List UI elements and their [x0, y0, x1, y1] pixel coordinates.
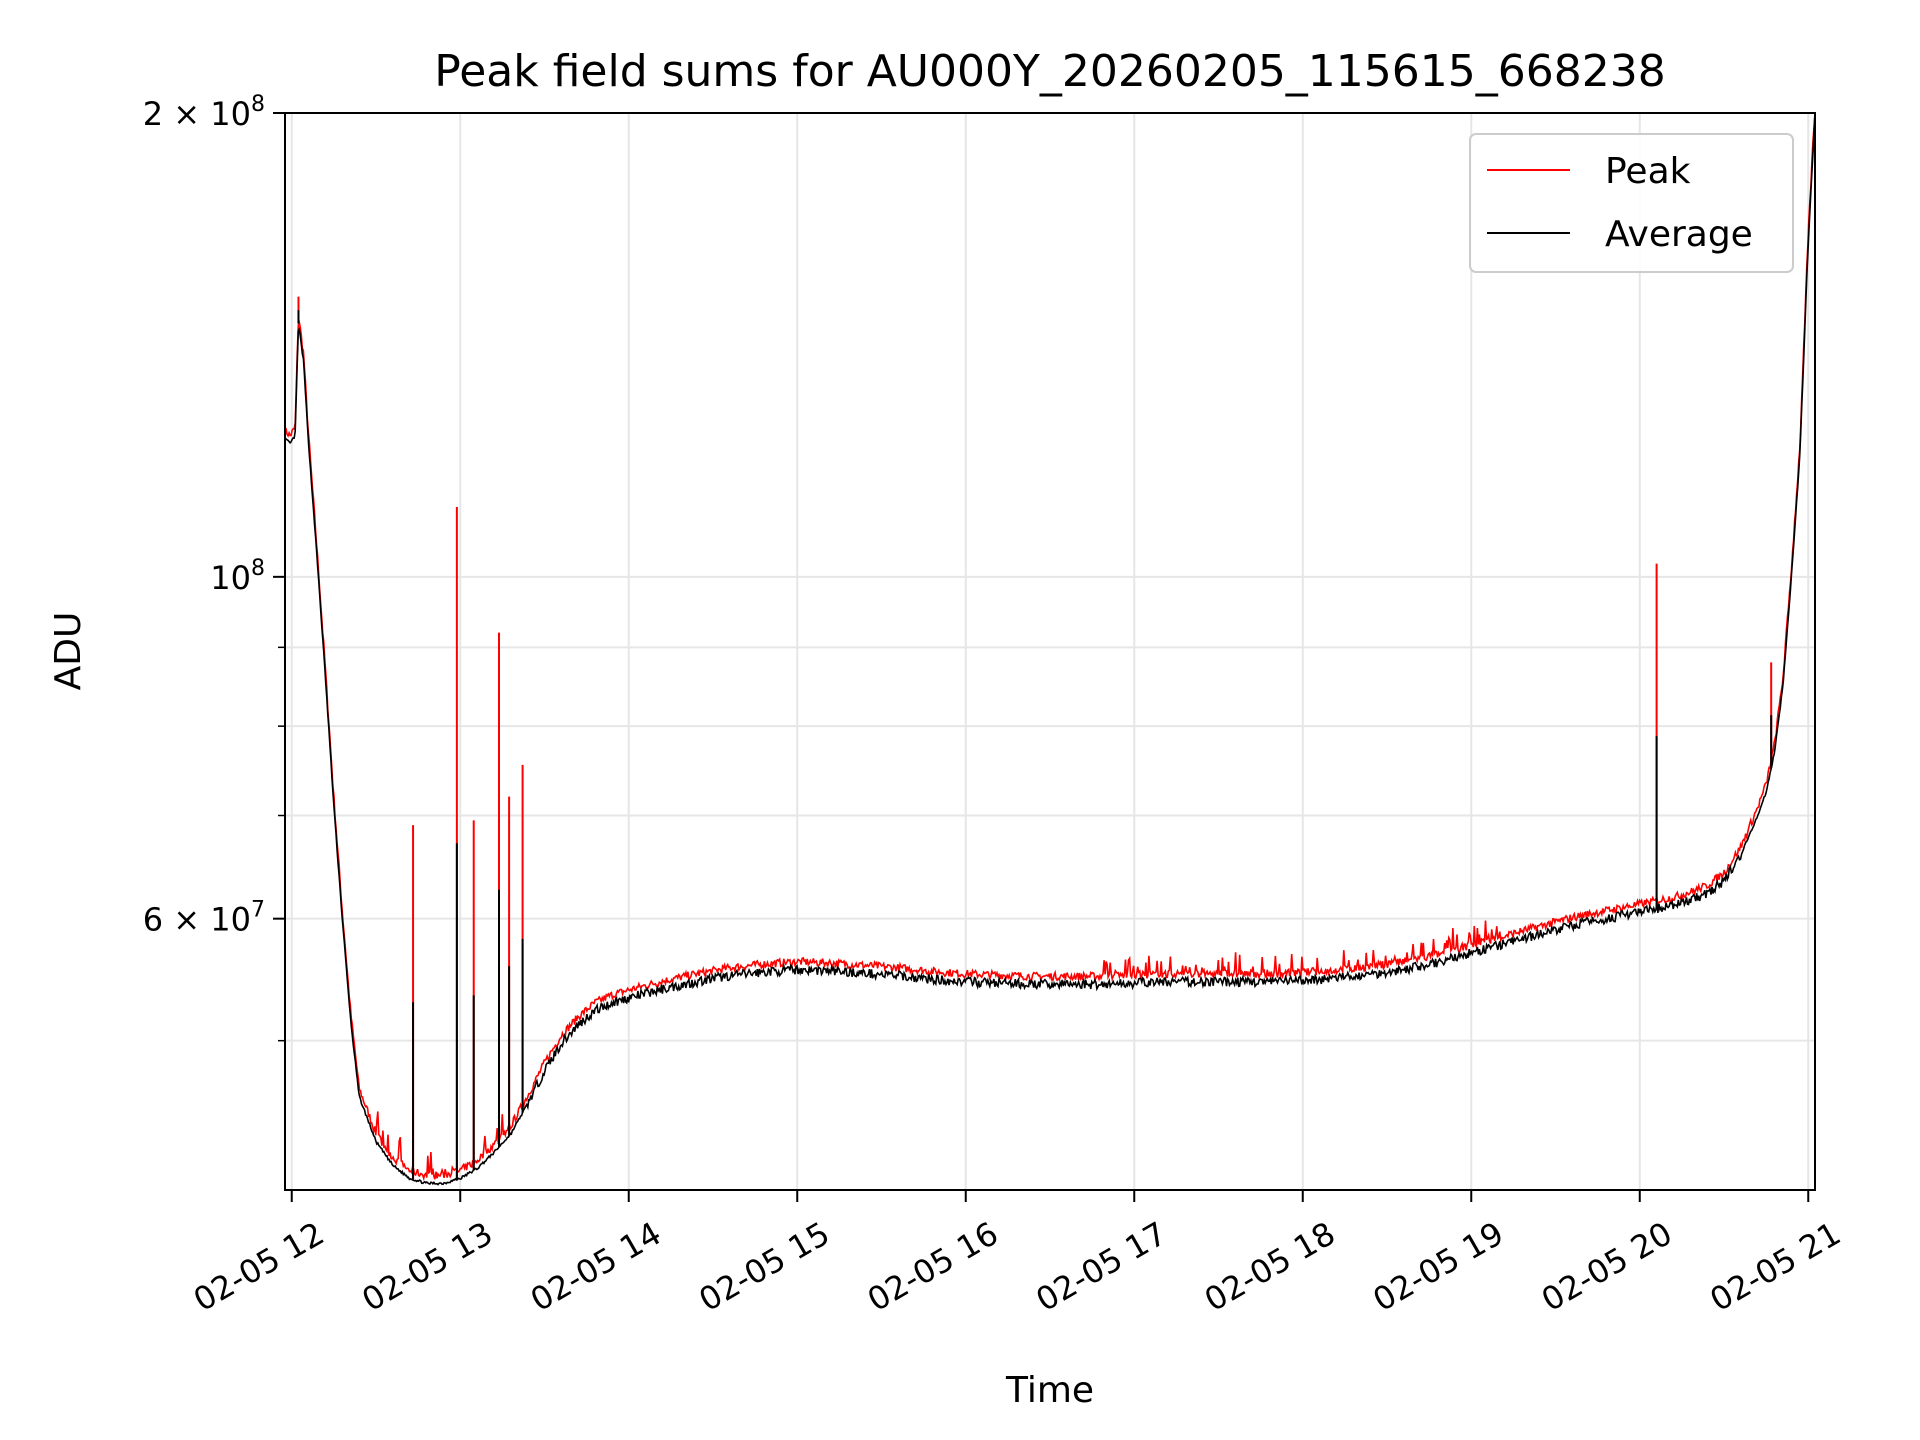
x-tick-label: 02-05 15: [692, 1214, 836, 1319]
grid: [285, 112, 1815, 1190]
x-tick-label: 02-05 20: [1535, 1214, 1679, 1319]
y-tick-label: 2 × 108: [143, 92, 265, 133]
x-axis-ticks: 02-05 12 02-05 13 02-05 14 02-05 15 02-05 16…: [187, 1190, 1847, 1319]
x-tick-label: 02-05 19: [1366, 1214, 1510, 1319]
chart-title: Peak field sums for AU000Y_20260205_1156…: [434, 46, 1666, 97]
plot-series: [284, 112, 1816, 1186]
y-axis-label: ADU: [48, 612, 89, 691]
series-average-line: [284, 112, 1816, 1186]
y-axis-ticks: 2 × 108 108 6 × 107: [143, 92, 285, 1042]
legend-box: [1469, 133, 1794, 273]
x-tick-label: 02-05 17: [1029, 1214, 1173, 1319]
x-tick-label: 02-05 18: [1198, 1214, 1342, 1319]
plot-frame: [284, 112, 1816, 1191]
legend: Peak Average: [1469, 133, 1794, 273]
legend-average-label: Average: [1605, 214, 1753, 255]
legend-peak-label: Peak: [1605, 151, 1691, 192]
x-tick-label: 02-05 14: [524, 1214, 668, 1319]
x-axis-label: Time: [1005, 1370, 1094, 1411]
y-tick-label: 6 × 107: [143, 898, 265, 939]
series-peak-line: [284, 112, 1816, 1182]
y-tick-label: 108: [210, 556, 265, 597]
x-tick-label: 02-05 12: [187, 1214, 331, 1319]
x-tick-label: 02-05 13: [355, 1214, 499, 1319]
x-tick-label: 02-05 21: [1703, 1214, 1847, 1319]
x-tick-label: 02-05 16: [861, 1214, 1005, 1319]
